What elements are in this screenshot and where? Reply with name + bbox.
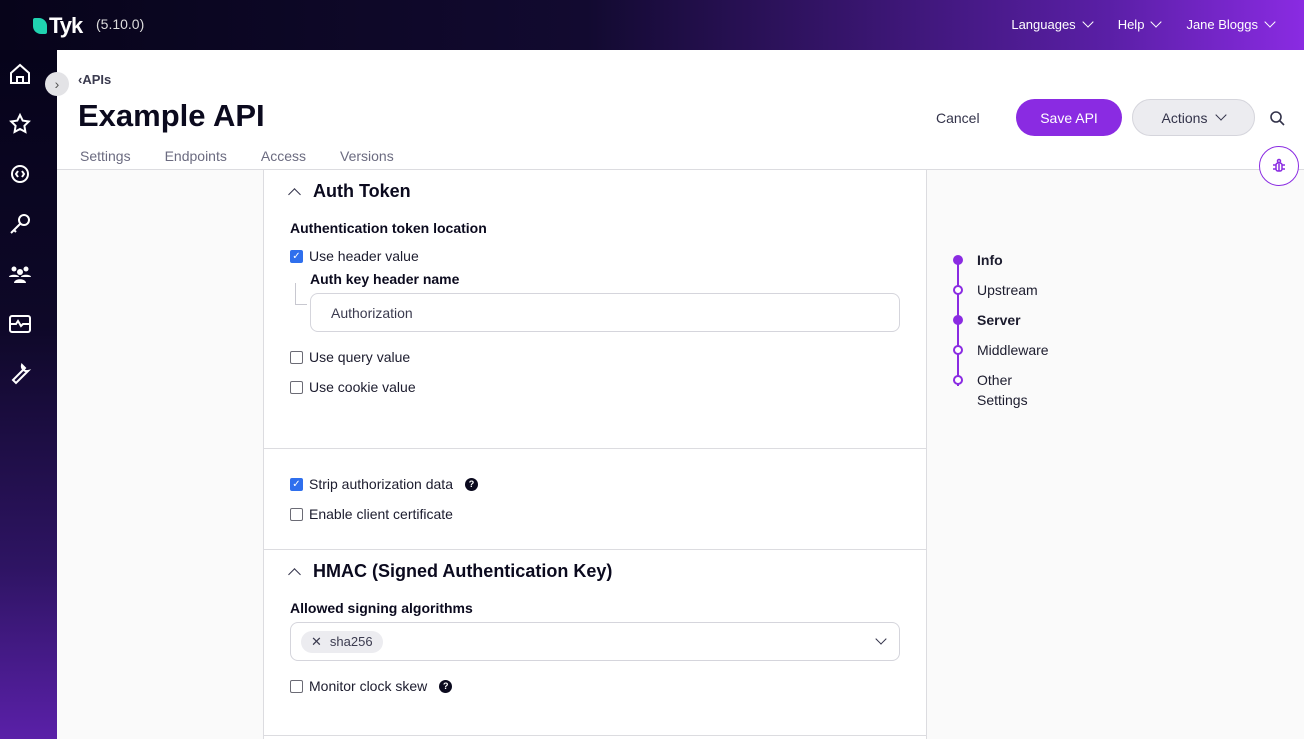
search-icon[interactable] (1269, 110, 1285, 126)
dot-icon (953, 375, 963, 385)
dot-icon (953, 315, 963, 325)
nav-item-server[interactable]: Server (953, 310, 1049, 340)
nav-label: Info (977, 252, 1003, 268)
header-name-input[interactable]: Authorization (310, 293, 900, 332)
section-title: HMAC (Signed Authentication Key) (313, 561, 613, 581)
checkbox-label: Monitor clock skew (309, 678, 428, 694)
help-label: Help (1117, 17, 1145, 32)
strip-auth-checkbox[interactable]: ✓ Strip authorization data? (290, 469, 900, 499)
leaf-icon (33, 18, 47, 34)
tab-settings[interactable]: Settings (80, 148, 131, 164)
tyk-logo[interactable]: Tyk (33, 13, 83, 39)
actions-button[interactable]: Actions (1132, 99, 1255, 136)
tree-connector (295, 283, 307, 305)
checkbox-label: Use cookie value (309, 379, 416, 395)
top-bar: Tyk (5.10.0) Languages Help Jane Bloggs (0, 0, 1304, 50)
use-header-checkbox[interactable]: ✓ Use header value (290, 241, 900, 271)
checkbox-icon[interactable] (290, 507, 303, 521)
expand-sidebar-button[interactable]: › (45, 72, 69, 96)
debug-button[interactable] (1259, 146, 1299, 186)
brand-name: Tyk (49, 13, 83, 38)
clock-skew-checkbox[interactable]: Monitor clock skew? (290, 671, 900, 701)
algorithm-chip: ✕ sha256 (301, 630, 383, 653)
checkbox-label: Strip authorization data (309, 476, 453, 492)
chevron-down-icon (1150, 16, 1163, 28)
dot-icon (953, 255, 963, 265)
algorithms-select[interactable]: ✕ sha256 (290, 622, 900, 661)
chip-label: sha256 (329, 633, 373, 649)
header-name-label: Auth key header name (310, 271, 460, 287)
chevron-down-icon (1215, 108, 1228, 121)
token-location-label: Authentication token location (290, 220, 487, 236)
checkbox-icon[interactable] (290, 350, 303, 364)
cancel-button[interactable]: Cancel (936, 110, 980, 126)
languages-label: Languages (1011, 17, 1076, 32)
checkbox-label: Use query value (309, 349, 411, 365)
chevron-down-icon (1264, 16, 1276, 28)
checkbox-icon[interactable] (290, 679, 303, 693)
tab-endpoints[interactable]: Endpoints (164, 148, 227, 164)
checkbox-icon[interactable] (290, 380, 303, 394)
checkbox-checked-icon[interactable]: ✓ (290, 249, 303, 263)
sidebar (0, 50, 57, 739)
remove-chip-icon[interactable]: ✕ (311, 633, 322, 649)
users-icon[interactable] (8, 262, 32, 286)
nav-item-middleware[interactable]: Middleware (953, 340, 1049, 370)
breadcrumb-apis[interactable]: APIs (82, 72, 112, 87)
use-cookie-checkbox[interactable]: Use cookie value (290, 372, 900, 402)
use-query-checkbox[interactable]: Use query value (290, 342, 900, 372)
monitor-icon[interactable] (8, 312, 32, 336)
tab-access[interactable]: Access (260, 148, 306, 164)
wrench-icon[interactable] (8, 362, 32, 386)
user-label: Jane Bloggs (1186, 17, 1258, 32)
auth-options-section: ✓ Strip authorization data? Enable client… (264, 449, 926, 550)
tab-versions[interactable]: Versions (340, 148, 394, 164)
nav-item-other-settings[interactable]: Other Settings (953, 370, 1043, 410)
checkbox-label: Enable client certificate (309, 506, 453, 522)
auth-token-section: Auth Token Authentication token location… (264, 170, 926, 449)
dot-icon (953, 345, 963, 355)
chevron-down-icon (1082, 16, 1094, 28)
chevron-up-icon[interactable] (288, 568, 301, 581)
client-cert-checkbox[interactable]: Enable client certificate (290, 499, 900, 529)
star-icon[interactable] (8, 112, 32, 136)
section-navigation: Info Upstream Server Middleware Other Se… (953, 250, 1049, 410)
section-title: Auth Token (313, 181, 411, 201)
key-icon[interactable] (8, 212, 32, 236)
version: (5.10.0) (96, 16, 145, 32)
checkbox-checked-icon[interactable]: ✓ (290, 477, 303, 491)
algorithms-label: Allowed signing algorithms (290, 600, 473, 616)
nav-label: Upstream (977, 282, 1038, 298)
bug-icon (1273, 158, 1285, 172)
languages-menu[interactable]: Languages (1011, 16, 1094, 32)
actions-label: Actions (1161, 109, 1208, 126)
nav-item-info[interactable]: Info (953, 250, 1049, 280)
chevron-down-icon[interactable] (875, 632, 887, 645)
nav-label: Middleware (977, 342, 1049, 358)
nav-label: Other Settings (977, 372, 1028, 408)
save-api-button[interactable]: Save API (1016, 99, 1122, 136)
auth-settings-card: Auth Token Authentication token location… (263, 170, 927, 739)
home-icon[interactable] (8, 62, 32, 86)
help-icon[interactable]: ? (439, 679, 453, 693)
page-header: ‹APIs Example API Settings Endpoints Acc… (57, 50, 1304, 170)
breadcrumb[interactable]: ‹APIs (78, 72, 112, 87)
user-menu[interactable]: Jane Bloggs (1186, 16, 1276, 32)
hmac-section: HMAC (Signed Authentication Key) Allowed… (264, 550, 926, 736)
nav-item-upstream[interactable]: Upstream (953, 280, 1049, 310)
page-title: Example API (78, 98, 265, 133)
chevron-up-icon[interactable] (288, 188, 301, 201)
dot-icon (953, 285, 963, 295)
auth-token-header[interactable]: Auth Token (288, 170, 900, 202)
help-menu[interactable]: Help (1117, 16, 1163, 32)
help-icon[interactable]: ? (464, 477, 478, 491)
hmac-header[interactable]: HMAC (Signed Authentication Key) (288, 550, 900, 582)
nav-label: Server (977, 312, 1021, 328)
api-gear-icon[interactable] (8, 162, 32, 186)
checkbox-label: Use header value (309, 248, 419, 264)
